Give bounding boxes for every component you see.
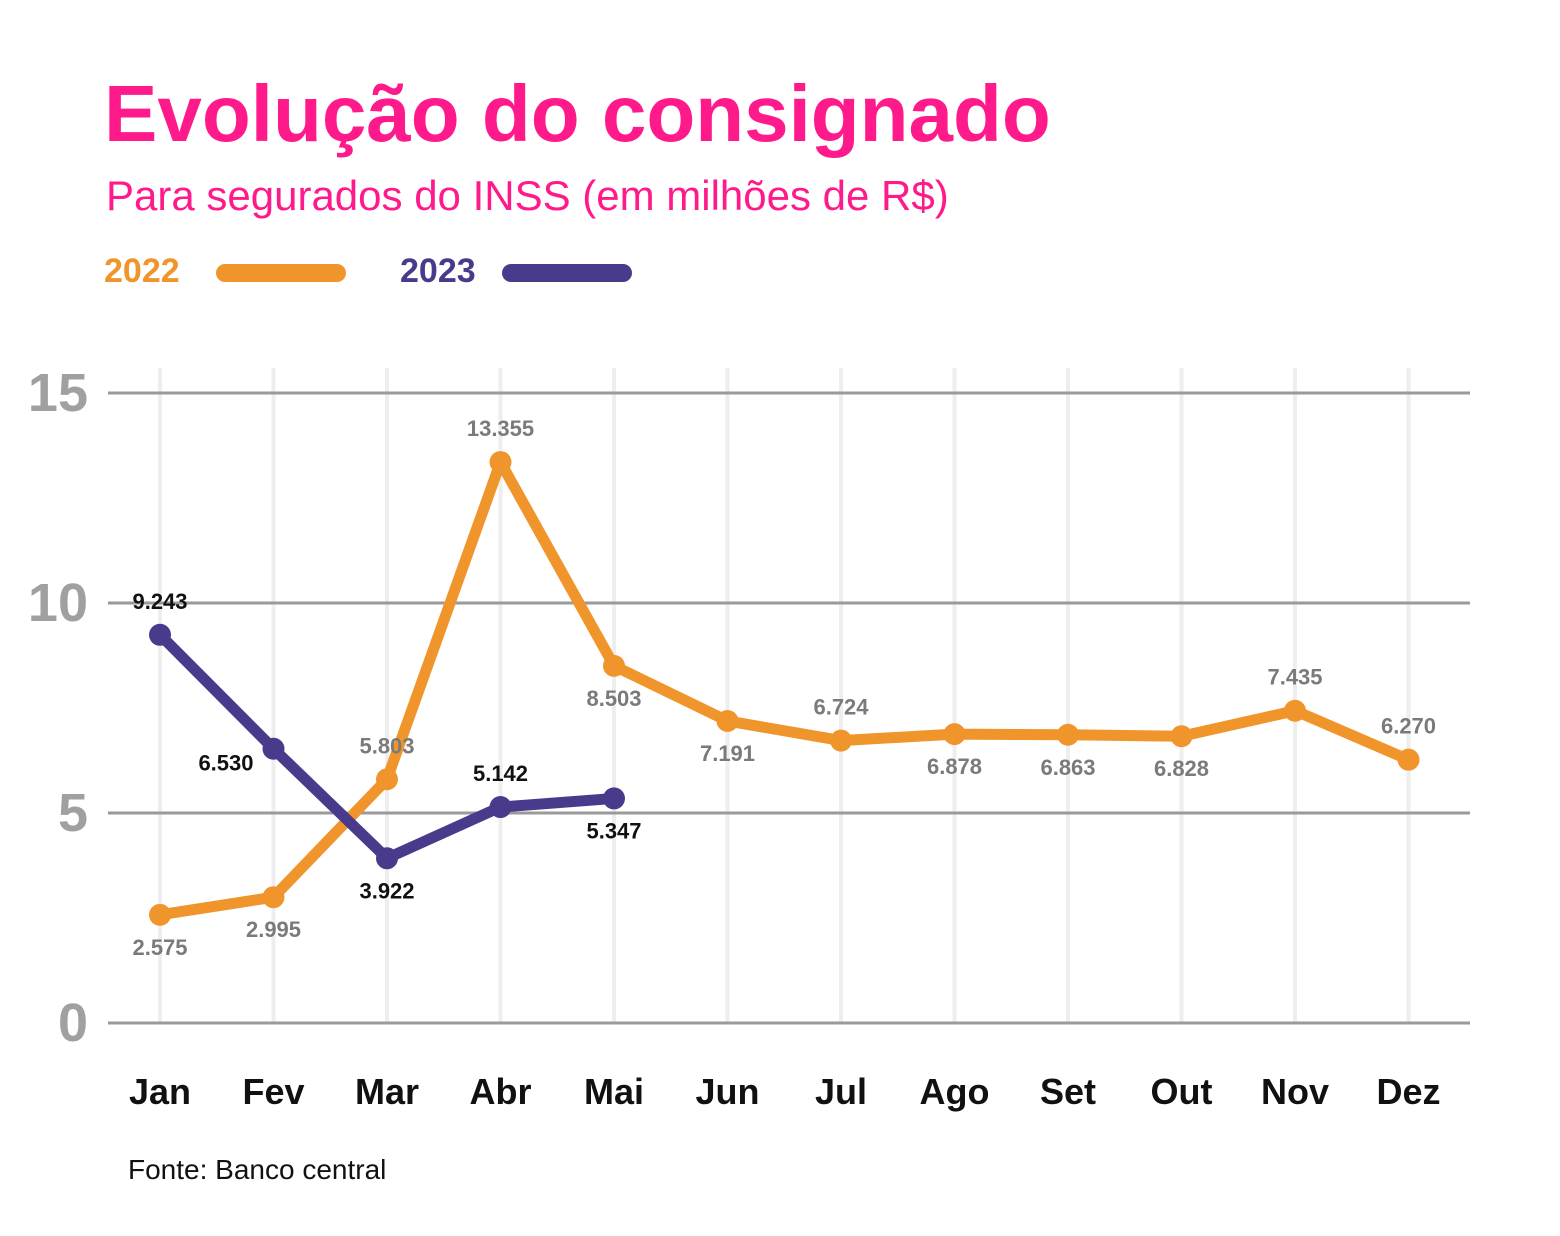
x-tick-label: Out: [1151, 1071, 1213, 1112]
x-tick-label: Fev: [242, 1071, 304, 1112]
data-label-2022: 13.355: [467, 416, 534, 441]
data-label-2022: 7.435: [1267, 665, 1322, 690]
data-label-2023: 3.922: [359, 878, 414, 903]
data-point-2022: [716, 709, 739, 732]
data-point-2022: [489, 451, 512, 474]
x-tick-label: Nov: [1261, 1071, 1329, 1112]
data-point-2023: [376, 847, 398, 870]
data-point-2022: [1284, 699, 1306, 722]
data-point-2022: [262, 886, 285, 909]
data-point-2022: [149, 903, 171, 926]
legend-label-2022: 2022: [104, 252, 180, 290]
data-point-2023: [603, 787, 625, 810]
data-label-2022: 2.575: [132, 935, 187, 960]
data-label-2022: 7.191: [700, 741, 755, 766]
x-tick-label: Ago: [920, 1071, 990, 1112]
x-tick-label: Jun: [695, 1071, 759, 1112]
data-label-2022: 5.803: [359, 733, 414, 758]
data-point-2022: [376, 768, 398, 791]
y-tick-label: 0: [58, 993, 88, 1053]
data-label-2022: 8.503: [586, 686, 641, 711]
data-point-2023: [262, 737, 285, 760]
series-line-2022: [154, 456, 1414, 921]
source-note: Fonte: Banco central: [128, 1154, 387, 1185]
legend-label-2023: 2023: [400, 252, 476, 290]
data-label-2022: 6.863: [1040, 755, 1095, 780]
data-point-2023: [489, 796, 512, 819]
data-label-2022: 6.878: [927, 754, 982, 779]
chart-subtitle: Para segurados do INSS (em milhões de R$…: [106, 172, 949, 219]
x-tick-label: Mai: [584, 1071, 644, 1112]
x-tick-label: Jul: [815, 1071, 867, 1112]
data-label-2022: 6.724: [813, 695, 869, 720]
legend-swatch-2022: [216, 264, 346, 282]
data-label-2023: 5.347: [586, 818, 641, 843]
data-label-2022: 6.270: [1381, 714, 1436, 739]
data-point-2022: [943, 723, 966, 746]
data-label-2023: 9.243: [132, 589, 187, 614]
y-tick-label: 15: [28, 363, 88, 423]
data-point-2022: [830, 729, 852, 752]
x-tick-label: Abr: [470, 1071, 532, 1112]
chart-title: Evolução do consignado: [104, 69, 1051, 158]
y-tick-label: 5: [58, 783, 88, 843]
data-label-2023: 6.530: [198, 751, 253, 776]
data-point-2022: [603, 654, 625, 677]
data-point-2022: [1170, 725, 1193, 748]
data-point-2022: [1057, 723, 1079, 746]
y-tick-label: 10: [28, 573, 88, 633]
data-label-2023: 5.142: [473, 761, 528, 786]
x-tick-label: Mar: [355, 1071, 419, 1112]
legend-swatch-2023: [502, 264, 632, 282]
x-tick-label: Jan: [129, 1071, 191, 1112]
x-tick-label: Set: [1040, 1071, 1096, 1112]
x-tick-label: Dez: [1376, 1071, 1440, 1112]
data-point-2023: [149, 623, 171, 646]
data-point-2022: [1397, 748, 1420, 771]
data-label-2022: 6.828: [1154, 756, 1209, 781]
data-label-2022: 2.995: [246, 917, 301, 942]
